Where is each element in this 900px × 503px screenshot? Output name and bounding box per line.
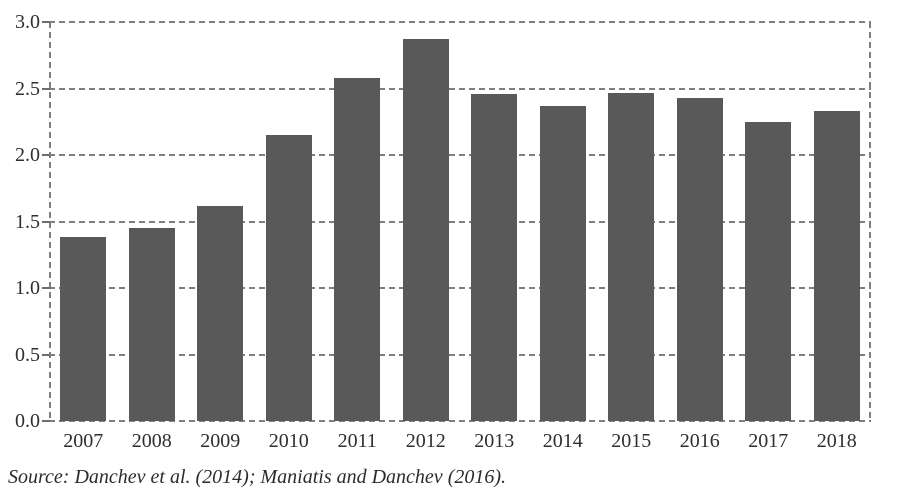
x-tick-label-2014: 2014 [542,430,583,452]
y-tick-mark-0.5 [42,353,50,356]
y-tick-label-1.0: 1.0 [15,277,40,299]
bar-2010 [265,135,312,421]
gridline-0.5 [49,353,871,356]
bar-2017 [745,121,792,421]
bar-2008 [128,228,175,421]
gridline-0.0 [49,420,871,422]
x-tick-label-2013: 2013 [474,430,515,452]
x-tick-label-2007: 2007 [63,430,104,452]
y-tick-mark-0.0 [42,420,50,422]
y-tick-mark-1.0 [42,287,50,289]
x-tick-label-2011: 2011 [337,430,377,452]
y-tick-mark-1.5 [42,220,50,223]
y-tick-mark-2.0 [42,154,50,156]
bar-2011 [334,77,381,421]
x-tick-label-2009: 2009 [200,430,241,452]
bar-2014 [539,105,586,421]
bar-2012 [402,39,449,421]
x-tick-label-2010: 2010 [268,430,309,452]
x-tick-label-2015: 2015 [611,430,652,452]
bar-2009 [197,205,244,421]
bar-2013 [471,93,518,421]
x-tick-label-2012: 2012 [405,430,446,452]
gridline-2.5 [49,87,871,90]
y-tick-label-2.0: 2.0 [15,144,40,166]
bar-2007 [60,237,107,421]
bar-2016 [676,97,723,421]
plot-area [49,21,871,422]
y-tick-mark-3.0 [42,21,50,23]
y-tick-label-1.5: 1.5 [15,210,40,233]
y-tick-mark-2.5 [42,87,50,90]
bar-2018 [813,111,860,421]
x-tick-label-2018: 2018 [816,430,857,452]
gridline-3.0 [49,21,871,23]
gridline-2.0 [49,154,871,156]
y-tick-label-0.5: 0.5 [15,343,40,366]
y-tick-label-3.0: 3.0 [15,11,40,33]
y-tick-label-2.5: 2.5 [15,77,40,100]
y-tick-label-0.0: 0.0 [15,410,40,432]
x-tick-label-2017: 2017 [748,430,789,452]
x-tick-label-2008: 2008 [131,430,172,452]
x-tick-label-2016: 2016 [679,430,720,452]
source-note: Source: Danchev et al. (2014); Maniatis … [8,466,507,488]
gridline-1.5 [49,220,871,223]
gridline-1.0 [49,287,871,289]
bar-2015 [608,92,655,421]
